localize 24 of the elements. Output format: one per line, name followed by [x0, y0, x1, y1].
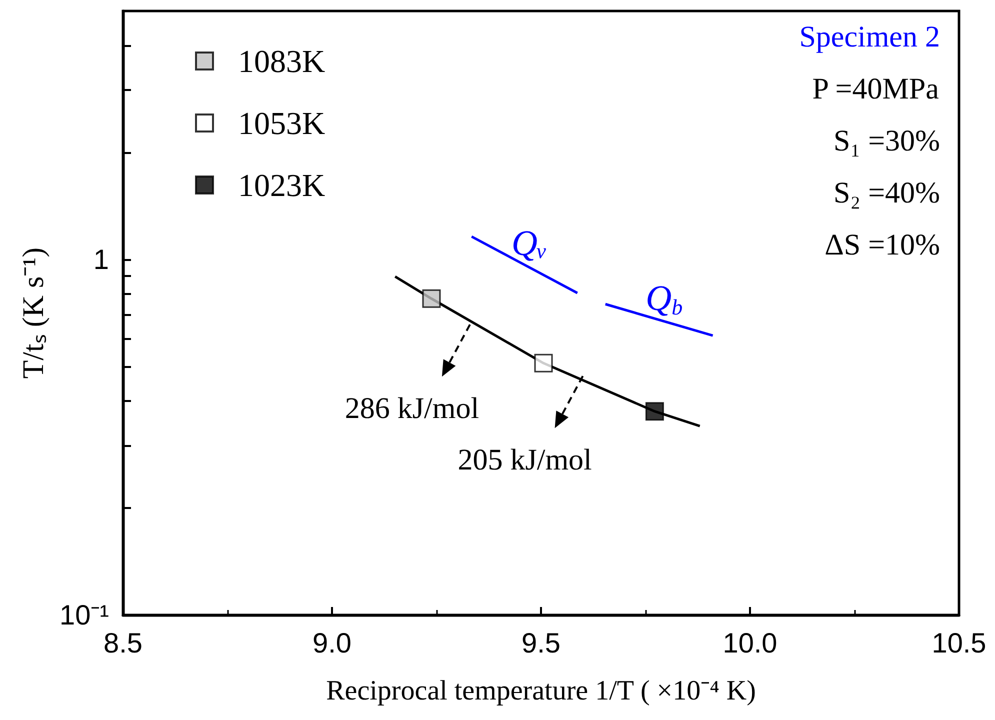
- annotation: P =40MPa: [812, 72, 939, 106]
- y-axis-title: T/tₛ (K s⁻¹): [17, 247, 50, 379]
- legend-label: 1083K: [238, 43, 326, 79]
- series-label: Qᵥ: [511, 222, 548, 263]
- legend-label: 1023K: [238, 167, 326, 203]
- x-tick-label: 9.0: [312, 628, 352, 658]
- annotation: S₁ =30%: [833, 124, 940, 158]
- point: [645, 402, 664, 421]
- line-series: [394, 275, 702, 428]
- annotation: Specimen 2: [799, 20, 940, 54]
- x-tick-label: 8.5: [104, 628, 142, 658]
- y-tick-label: 1: [93, 244, 109, 275]
- annotation: 205 kJ/mol: [458, 444, 592, 477]
- x-tick-label: 10.0: [722, 628, 778, 658]
- x-tick-label: 10.5: [932, 628, 986, 658]
- x-tick-label: 9.5: [522, 628, 560, 658]
- point: [422, 289, 441, 308]
- x-axis-title: Reciprocal temperature 1/T ( ×10⁻⁴ K): [326, 676, 756, 706]
- annotation: 286 kJ/mol: [344, 392, 480, 426]
- annotation: ΔS =10%: [824, 228, 940, 262]
- annotation: S₂ =40%: [833, 176, 940, 210]
- point: [534, 354, 553, 372]
- legend-label: 1053K: [238, 105, 326, 141]
- y-tick-label: 10⁻¹: [60, 600, 109, 630]
